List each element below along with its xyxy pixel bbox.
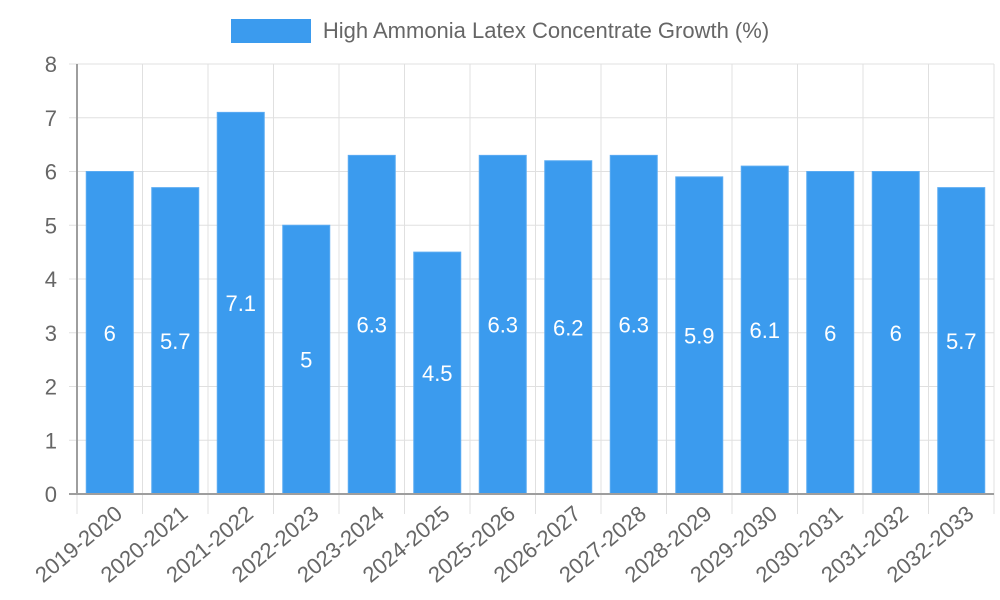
bar-value-label: 6.3: [356, 313, 387, 338]
bar-value-labels: 6 5.7 7.1 5 6.3 4.5 6.3 6.2 6.3 5.9 6.1 6 6 5.7: [104, 291, 977, 386]
y-tick-label: 6: [45, 160, 57, 185]
bar[interactable]: [151, 187, 200, 495]
bars: [85, 111, 986, 495]
x-axis-tick-labels: 2019-20202020-20212021-20222022-20232023…: [30, 501, 978, 588]
y-tick-label: 3: [45, 321, 57, 346]
bar-value-label: 7.1: [225, 291, 256, 316]
gridlines: [69, 63, 995, 514]
bar-value-label: 5.9: [684, 323, 715, 348]
bar-value-label: 5: [300, 348, 312, 373]
bar-value-label: 5.7: [946, 329, 977, 354]
bar-value-label: 6: [824, 321, 836, 346]
legend-swatch[interactable]: [230, 19, 311, 43]
bar[interactable]: [347, 154, 396, 495]
bar[interactable]: [806, 171, 855, 495]
bar-value-label: 6.3: [618, 313, 649, 338]
y-tick-label: 7: [45, 106, 57, 131]
legend-label: High Ammonia Latex Concentrate Growth (%…: [322, 18, 770, 43]
bar-value-label: 4.5: [422, 361, 453, 386]
bar-value-label: 6.3: [487, 313, 518, 338]
y-axis-tick-labels: 0 1 2 3 4 5 6 7 8: [45, 52, 57, 507]
bar-value-label: 6: [104, 321, 116, 346]
bar-value-label: 6.2: [553, 315, 584, 340]
bar[interactable]: [937, 187, 986, 495]
bar[interactable]: [216, 111, 265, 495]
bar-value-label: 5.7: [160, 329, 191, 354]
bar[interactable]: [413, 251, 462, 495]
y-tick-label: 4: [45, 267, 57, 292]
bar[interactable]: [871, 171, 920, 495]
axes: [69, 64, 994, 495]
bar[interactable]: [675, 176, 724, 495]
y-tick-label: 2: [45, 375, 57, 400]
bar-value-label: 6: [890, 321, 902, 346]
bar[interactable]: [85, 171, 134, 495]
y-tick-label: 5: [45, 213, 57, 238]
bar-value-label: 6.1: [749, 318, 780, 343]
y-tick-label: 0: [45, 482, 57, 507]
bar[interactable]: [609, 154, 658, 495]
legend: High Ammonia Latex Concentrate Growth (%…: [0, 18, 1000, 44]
bar[interactable]: [282, 224, 331, 495]
y-tick-label: 1: [45, 428, 57, 453]
bar[interactable]: [740, 165, 789, 495]
bar[interactable]: [544, 160, 593, 495]
y-tick-label: 8: [45, 52, 57, 77]
